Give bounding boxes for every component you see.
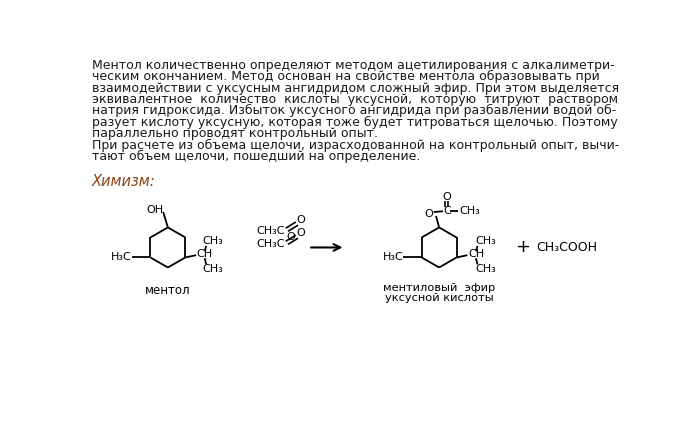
Text: натрия гидроксида. Избыток уксусного ангидрида при разбавлении водой об-: натрия гидроксида. Избыток уксусного анг… (92, 104, 616, 118)
Text: CH: CH (468, 249, 484, 259)
Text: CH₃C: CH₃C (257, 225, 285, 236)
Text: тают объем щелочи, пошедший на определение.: тают объем щелочи, пошедший на определен… (92, 150, 420, 163)
Text: O: O (296, 228, 304, 238)
Text: эквивалентное  количество  кислоты  уксусной,  которую  титруют  раствором: эквивалентное количество кислоты уксусно… (92, 93, 618, 106)
Text: разует кислоту уксусную, которая тоже будет титроваться щелочью. Поэтому: разует кислоту уксусную, которая тоже бу… (92, 116, 618, 129)
Text: уксусной кислоты: уксусной кислоты (385, 293, 493, 303)
Text: CH₃: CH₃ (203, 236, 224, 246)
Text: OH: OH (146, 205, 163, 215)
Text: При расчете из объема щелочи, израсходованной на контрольный опыт, вычи-: При расчете из объема щелочи, израсходов… (92, 138, 619, 152)
Text: ментиловый  эфир: ментиловый эфир (383, 283, 495, 293)
Text: O: O (442, 192, 451, 201)
Text: +: + (516, 239, 530, 256)
Text: H₃C: H₃C (111, 253, 132, 262)
Text: CH₃: CH₃ (203, 264, 224, 274)
Text: Химизм:: Химизм: (92, 174, 156, 189)
Text: параллельно проводят контрольный опыт.: параллельно проводят контрольный опыт. (92, 127, 378, 140)
Text: O: O (296, 215, 304, 225)
Text: Ментол количественно определяют методом ацетилирования с алкалиметри-: Ментол количественно определяют методом … (92, 59, 614, 72)
Text: ментол: ментол (145, 285, 191, 297)
Text: CH: CH (197, 249, 212, 259)
Text: ческим окончанием. Метод основан на свойстве ментола образовывать при: ческим окончанием. Метод основан на свой… (92, 70, 600, 83)
Text: CH₃: CH₃ (459, 206, 480, 216)
Text: O: O (286, 232, 295, 242)
Text: CH₃: CH₃ (475, 236, 495, 246)
Text: CH₃: CH₃ (475, 264, 495, 274)
Text: CH₃COOH: CH₃COOH (536, 241, 597, 254)
Text: H₃C: H₃C (383, 253, 403, 262)
Text: O: O (425, 209, 433, 219)
Text: взаимодействии с уксусным ангидридом сложный эфир. При этом выделяется: взаимодействии с уксусным ангидридом сло… (92, 82, 619, 95)
Text: C: C (443, 206, 450, 216)
Text: CH₃C: CH₃C (257, 239, 285, 249)
